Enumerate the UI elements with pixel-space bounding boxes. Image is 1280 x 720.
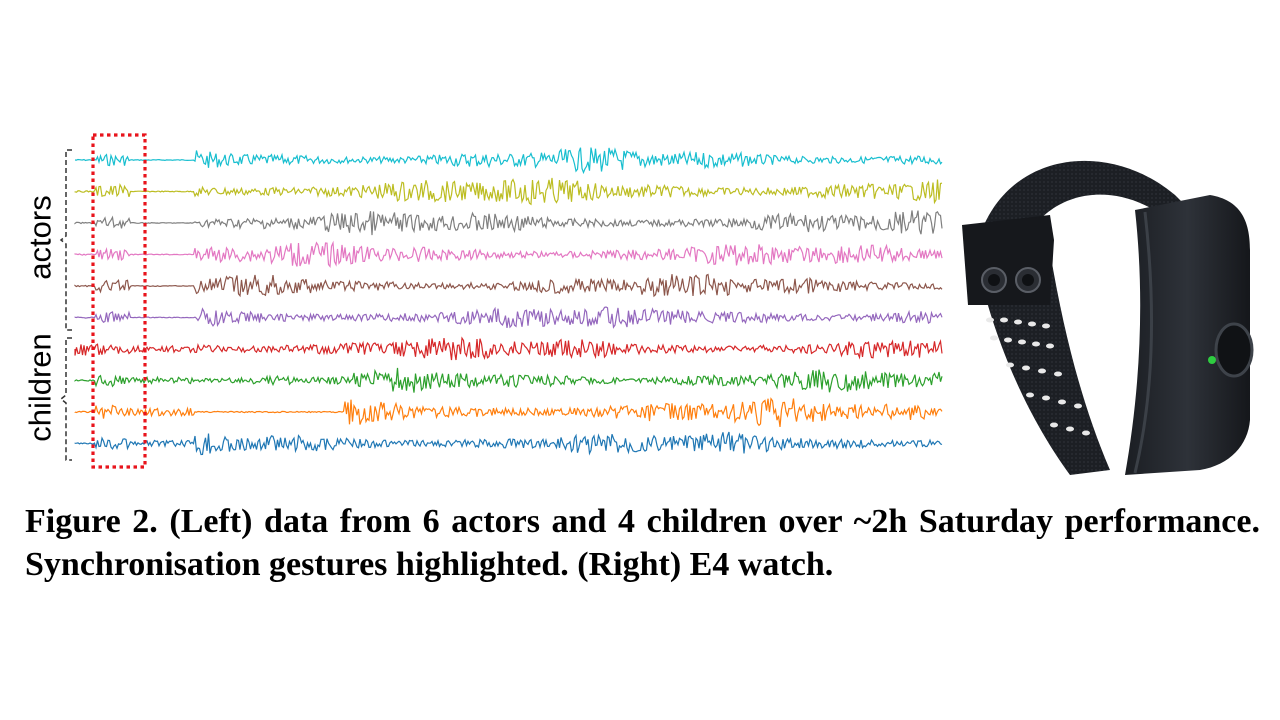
signal-trace-children-7 xyxy=(75,338,942,360)
signal-traces-plot xyxy=(0,0,950,480)
group-braces xyxy=(61,150,72,460)
e4-wristband-icon xyxy=(950,140,1260,480)
signal-trace-actors-4 xyxy=(75,243,942,267)
signal-trace-actors-3 xyxy=(75,211,942,236)
strap-clasp xyxy=(962,215,1054,305)
signal-trace-children-8 xyxy=(75,368,942,393)
status-led-icon xyxy=(1208,356,1216,364)
actors-brace xyxy=(61,150,72,330)
signal-trace-actors-2 xyxy=(75,178,942,204)
power-button xyxy=(1216,324,1252,376)
signal-trace-actors-1 xyxy=(75,148,942,173)
signal-trace-actors-6 xyxy=(75,307,942,328)
children-group-label: children xyxy=(25,313,56,463)
figure-caption: Figure 2. (Left) data from 6 actors and … xyxy=(25,500,1260,586)
signal-trace-children-10 xyxy=(75,432,942,455)
clasp-stud-right-core xyxy=(1022,274,1034,286)
sync-gesture-highlight-box xyxy=(93,135,145,467)
signal-traces xyxy=(75,148,942,455)
actors-group-label: actors xyxy=(25,193,56,283)
signal-trace-children-9 xyxy=(75,399,942,427)
clasp-stud-left-core xyxy=(988,274,1000,286)
children-brace xyxy=(61,338,72,460)
signal-trace-actors-5 xyxy=(75,274,942,296)
